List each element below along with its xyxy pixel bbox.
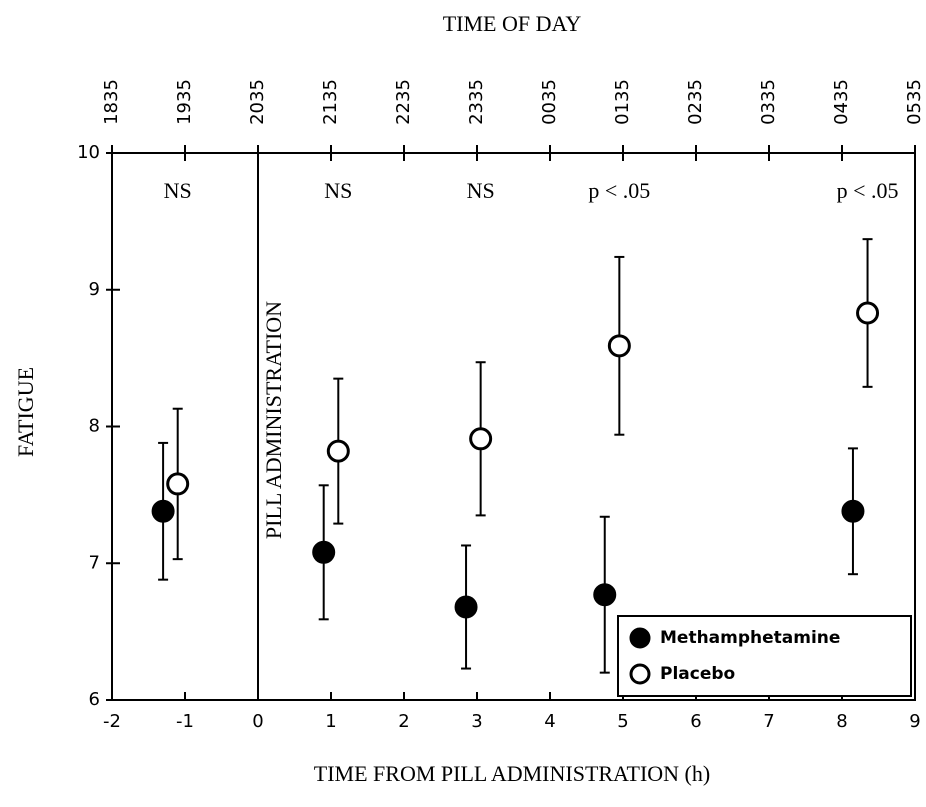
x-tick-label: 5	[617, 711, 628, 732]
point	[151, 499, 175, 523]
x-tick-label: -2	[103, 711, 121, 732]
x-axis-label: TIME FROM PILL ADMINISTRATION (h)	[314, 761, 710, 786]
x2-tick-label: 2135	[320, 79, 341, 125]
x2-tick-label: 0035	[539, 79, 560, 125]
annotation: NS	[164, 178, 192, 203]
legend-marker	[629, 663, 651, 685]
point	[469, 427, 493, 451]
y-tick-label: 10	[77, 142, 100, 163]
x-tick-label: 3	[471, 711, 482, 732]
x-tick-label: 2	[398, 711, 409, 732]
x-tick-label: 8	[836, 711, 847, 732]
x2-tick-label: 2035	[247, 79, 268, 125]
legend-marker	[629, 627, 651, 649]
x-tick-label: 7	[763, 711, 774, 732]
x-tick-label: 6	[690, 711, 701, 732]
x2-tick-label: 0535	[904, 79, 925, 125]
point	[166, 472, 190, 496]
x2-tick-label: 0335	[758, 79, 779, 125]
x2-tick-label: 0435	[831, 79, 852, 125]
annotation: p < .05	[588, 178, 650, 203]
x2-tick-label: 2335	[466, 79, 487, 125]
x2-tick-label: 0135	[612, 79, 633, 125]
point	[312, 540, 336, 564]
x-tick-label: 4	[544, 711, 555, 732]
annotation: p < .05	[837, 178, 899, 203]
y-tick-label: 8	[89, 416, 100, 437]
x2-tick-label: 0235	[685, 79, 706, 125]
point	[326, 439, 350, 463]
x-tick-label: -1	[176, 711, 194, 732]
y-axis-label: FATIGUE	[13, 367, 38, 457]
point	[856, 301, 880, 325]
y-tick-label: 6	[89, 689, 100, 710]
y-tick-label: 7	[89, 552, 100, 573]
pill-label: PILL ADMINISTRATION	[261, 301, 286, 539]
point	[593, 583, 617, 607]
x2-tick-label: 1935	[174, 79, 195, 125]
point	[841, 499, 865, 523]
legend-label: Placebo	[660, 664, 735, 684]
annotation: NS	[324, 178, 352, 203]
y-tick-label: 9	[89, 279, 100, 300]
x2-tick-label: 1835	[101, 79, 122, 125]
x-tick-label: 1	[325, 711, 336, 732]
annotation: NS	[467, 178, 495, 203]
point	[454, 595, 478, 619]
legend-label: Methamphetamine	[660, 628, 840, 648]
x-tick-label: 0	[252, 711, 263, 732]
point	[607, 334, 631, 358]
x-tick-label: 9	[909, 711, 920, 732]
chart-title: TIME OF DAY	[443, 11, 582, 36]
legend-box	[617, 615, 912, 697]
x2-tick-label: 2235	[393, 79, 414, 125]
